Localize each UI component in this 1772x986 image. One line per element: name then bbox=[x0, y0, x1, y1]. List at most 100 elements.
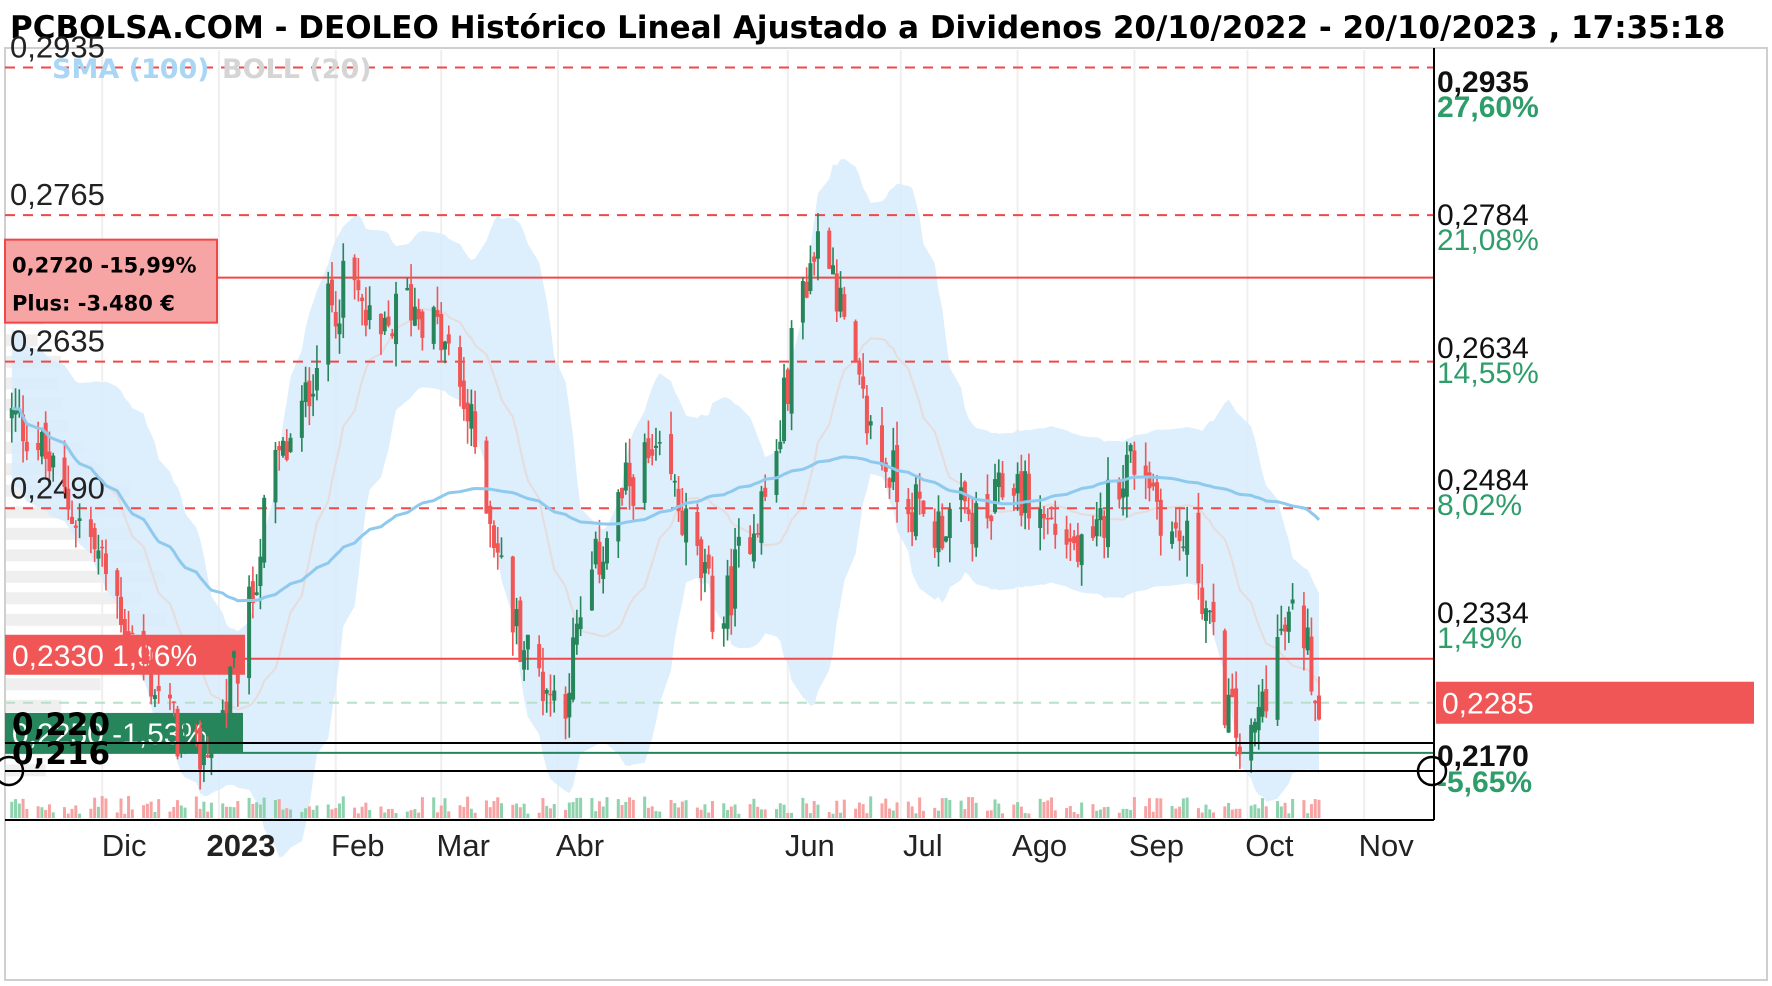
volume-bar bbox=[176, 800, 180, 818]
candle-body bbox=[751, 533, 756, 562]
volume-bar bbox=[1264, 806, 1268, 818]
candle-body bbox=[672, 480, 677, 483]
x-tick-abr: Abr bbox=[556, 828, 604, 863]
volume-bar bbox=[594, 811, 598, 818]
volume-bar bbox=[304, 808, 308, 818]
x-tick-2023: 2023 bbox=[206, 828, 275, 863]
candle-body bbox=[1011, 488, 1016, 496]
volume-bar bbox=[447, 811, 451, 818]
volume-bar bbox=[1196, 808, 1200, 818]
volume-bar bbox=[906, 801, 910, 818]
candle-body bbox=[578, 617, 583, 630]
candle-body bbox=[601, 561, 606, 579]
volume-bar bbox=[194, 796, 198, 818]
volume-bar bbox=[1276, 801, 1280, 818]
position-box bbox=[4, 238, 218, 324]
candle-body bbox=[70, 516, 75, 524]
volume-bar bbox=[597, 801, 601, 818]
candle-body bbox=[130, 632, 135, 635]
volume-bar bbox=[658, 811, 662, 818]
candle-body bbox=[684, 508, 689, 543]
volume-bar bbox=[334, 808, 338, 818]
candle-body bbox=[804, 281, 809, 298]
level-label: 0,2490 bbox=[10, 470, 105, 505]
volume-bar bbox=[989, 810, 993, 818]
candle-body bbox=[329, 279, 334, 306]
candle-body bbox=[152, 695, 157, 699]
right-scale-pct: 14,55% bbox=[1437, 357, 1539, 390]
candle-body bbox=[77, 518, 82, 522]
range-handle-right[interactable] bbox=[1416, 755, 1448, 787]
candle-body bbox=[262, 497, 267, 563]
candle-body bbox=[288, 437, 293, 452]
candle-body bbox=[1064, 529, 1069, 545]
volume-bar bbox=[541, 798, 545, 818]
volume-bar bbox=[695, 807, 699, 818]
candle-body bbox=[917, 491, 922, 499]
volume-bar bbox=[36, 806, 40, 818]
volume-bar bbox=[1257, 808, 1261, 818]
candle-body bbox=[491, 525, 496, 548]
candle-body bbox=[1196, 512, 1201, 584]
candle-body bbox=[932, 521, 937, 548]
volume-bar bbox=[628, 797, 632, 818]
volume-bar bbox=[202, 801, 206, 818]
volume-bar bbox=[469, 808, 473, 818]
candle-body bbox=[1132, 450, 1137, 475]
candle-body bbox=[789, 327, 794, 414]
volume-bar bbox=[1016, 802, 1020, 818]
volume-bar bbox=[865, 813, 869, 818]
candle-body bbox=[815, 231, 820, 259]
right-scale-pct: 21,08% bbox=[1437, 224, 1539, 257]
volume-bar bbox=[417, 812, 421, 818]
volume-bar bbox=[1144, 806, 1148, 818]
volume-bar bbox=[341, 796, 345, 818]
candle-body bbox=[1256, 707, 1261, 731]
volume-bar bbox=[66, 813, 70, 818]
right-scale-value: 0,2634 bbox=[1437, 332, 1529, 365]
candle-body bbox=[247, 586, 252, 679]
candle-body bbox=[1279, 628, 1284, 631]
x-tick-jul: Jul bbox=[903, 828, 943, 863]
candle-body bbox=[390, 333, 395, 337]
volume-bar bbox=[1019, 806, 1023, 818]
candle-body bbox=[66, 488, 71, 510]
candle-body bbox=[1173, 522, 1178, 529]
volume-bar bbox=[232, 807, 236, 818]
volume-bar bbox=[1309, 804, 1313, 818]
x-tick-feb: Feb bbox=[331, 828, 384, 863]
candle-body bbox=[993, 479, 998, 513]
candle-body bbox=[24, 441, 29, 452]
candle-body bbox=[861, 376, 866, 389]
candle-body bbox=[1203, 608, 1208, 621]
candle-body bbox=[1200, 587, 1205, 614]
candle-body bbox=[1170, 531, 1175, 544]
volume-bar bbox=[895, 802, 899, 818]
candle-body bbox=[1053, 523, 1058, 535]
right-scale-value: 0,2334 bbox=[1437, 597, 1529, 630]
candle-body bbox=[499, 555, 504, 557]
candle-body bbox=[119, 596, 124, 625]
volume-bar bbox=[145, 803, 149, 818]
candle-body bbox=[484, 440, 489, 514]
candle-body bbox=[1177, 530, 1182, 542]
volume-bar bbox=[74, 805, 78, 818]
volume-bar bbox=[100, 796, 104, 818]
position-box-line2: Plus: -3.480 € bbox=[12, 292, 175, 316]
volume-bar bbox=[383, 812, 387, 818]
volume-bar bbox=[326, 804, 330, 818]
volume-bar bbox=[51, 812, 55, 818]
volume-bar bbox=[1234, 808, 1238, 818]
candle-body bbox=[412, 306, 417, 326]
candle-body bbox=[1234, 688, 1239, 738]
candle-body bbox=[179, 728, 184, 753]
volume-bar bbox=[729, 806, 733, 818]
price-box-label: 0,2250 -1,53% bbox=[12, 718, 207, 751]
candle-body bbox=[748, 537, 753, 554]
volume-bar bbox=[571, 802, 575, 818]
volume-bar bbox=[466, 796, 470, 818]
candle-body bbox=[198, 727, 203, 770]
candle-body bbox=[646, 438, 651, 459]
range-handle-left[interactable] bbox=[0, 755, 25, 787]
volume-bar bbox=[405, 811, 409, 818]
